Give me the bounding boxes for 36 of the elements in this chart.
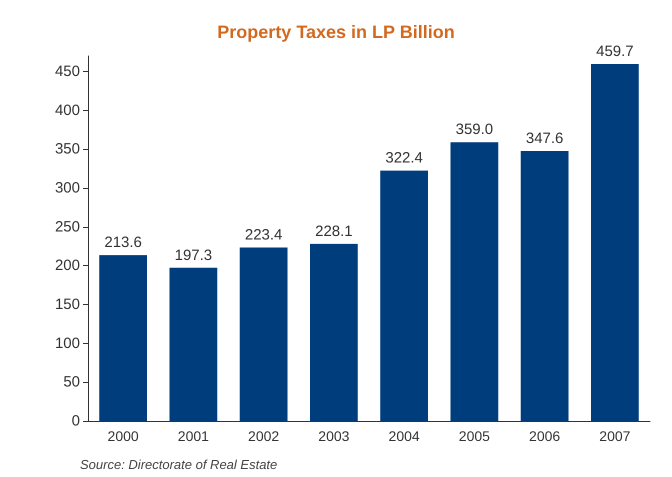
x-tick-label: 2005 <box>458 428 490 444</box>
bar <box>450 142 498 421</box>
bar <box>590 64 639 421</box>
y-tick-label: 350 <box>54 140 80 158</box>
bar <box>310 244 358 421</box>
bar <box>99 255 148 421</box>
y-tick-label: 400 <box>54 102 80 119</box>
bar <box>169 268 218 421</box>
y-tick-label: 50 <box>63 374 80 391</box>
y-tick-label: 450 <box>54 63 80 80</box>
chart-title: Property Taxes in LP Billion <box>217 22 455 42</box>
data-label: 228.1 <box>315 222 353 240</box>
data-label: 459.7 <box>596 43 634 60</box>
bar <box>520 151 569 421</box>
data-label: 223.4 <box>244 226 282 244</box>
x-tick-label: 2003 <box>318 428 350 444</box>
x-tick-label: 2000 <box>108 428 139 444</box>
y-tick-label: 200 <box>54 257 80 274</box>
y-tick-label: 150 <box>54 296 80 314</box>
data-label: 322.4 <box>385 150 423 167</box>
y-tick-label: 0 <box>72 412 80 430</box>
y-tick-label: 250 <box>54 218 80 236</box>
data-label: 213.6 <box>104 234 142 252</box>
bar <box>380 170 428 421</box>
source-note: Source: Directorate of Real Estate <box>80 457 278 472</box>
bar <box>240 248 288 421</box>
x-tick-label: 2001 <box>178 428 210 444</box>
data-label: 197.3 <box>174 246 212 264</box>
y-tick-label: 100 <box>54 334 80 352</box>
data-label: 347.6 <box>526 130 564 148</box>
data-label: 359.0 <box>456 121 494 138</box>
y-tick-label: 300 <box>54 180 80 197</box>
x-tick-label: 2004 <box>388 428 420 444</box>
x-tick-label: 2006 <box>529 428 560 444</box>
x-tick-label: 2002 <box>248 428 280 444</box>
x-tick-label: 2007 <box>599 428 631 444</box>
